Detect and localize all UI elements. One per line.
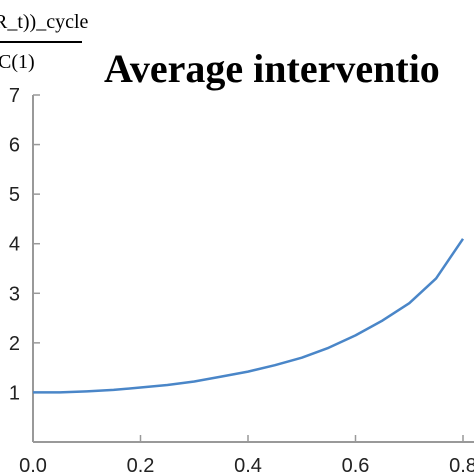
y-axis-label-top: R_t))_cycle <box>0 11 89 33</box>
x-tick-label: 0.0 <box>19 455 47 474</box>
y-tick-label: 1 <box>9 382 20 404</box>
x-tick-label: 0.4 <box>234 455 262 474</box>
y-tick-label: 4 <box>9 234 20 256</box>
series-line <box>33 238 465 394</box>
y-tick-label: 3 <box>9 283 20 305</box>
x-tick-label: 0.6 <box>342 455 370 474</box>
y-ticks: 1 2 3 4 5 6 7 <box>9 85 40 404</box>
series-layer <box>33 238 465 394</box>
chart-title: Average interventio <box>104 46 440 91</box>
y-axis-label-bottom: C(1) <box>0 51 35 73</box>
x-ticks: 0.0 0.2 0.4 0.6 0.8 <box>19 435 474 474</box>
x-tick-label: 0.8 <box>449 455 474 474</box>
y-tick-label: 6 <box>9 135 20 157</box>
y-tick-label: 5 <box>9 184 20 206</box>
y-tick-label: 2 <box>9 333 20 355</box>
y-tick-label: 7 <box>9 85 20 107</box>
x-tick-label: 0.2 <box>127 455 155 474</box>
